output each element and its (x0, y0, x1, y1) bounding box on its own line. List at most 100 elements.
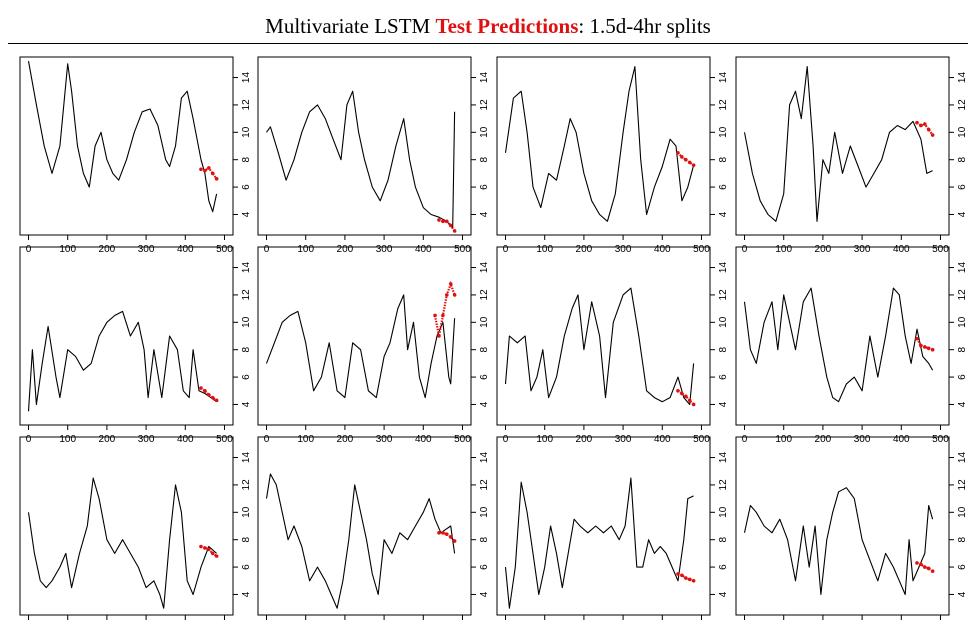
panel-4: 0 100 200 300 400 500 4 6 8 10 12 14 (735, 56, 968, 255)
prediction-point (915, 561, 919, 565)
x-tick-label: 500 (932, 434, 949, 445)
y-tick-label: 4 (241, 211, 252, 217)
y-tick-label: 4 (718, 211, 729, 217)
prediction-point (210, 171, 215, 176)
prediction-point (915, 336, 919, 341)
x-tick-label: 200 (337, 434, 354, 445)
x-tick-label: 500 (454, 244, 471, 255)
y-tick-label: 10 (718, 316, 729, 328)
panel-8: 0 100 200 300 400 500 4 6 8 10 12 14 (735, 246, 968, 445)
y-tick-label: 4 (479, 211, 490, 217)
x-tick-label: 0 (264, 434, 270, 445)
actual-series-line (27, 310, 217, 412)
prediction-point (210, 395, 215, 400)
y-tick-label: 12 (241, 289, 252, 301)
y-tick-label: 8 (241, 156, 252, 162)
x-tick-label: 300 (854, 434, 871, 445)
y-tick-label: 8 (479, 536, 490, 542)
x-tick-label: 400 (654, 434, 671, 445)
y-tick-label: 14 (957, 72, 968, 84)
x-tick-label: 100 (59, 434, 76, 445)
x-tick-label: 500 (454, 434, 471, 445)
y-tick-label: 6 (241, 184, 252, 190)
y-tick-label: 12 (718, 479, 729, 491)
y-tick-label: 14 (957, 262, 968, 274)
x-tick-label: 100 (297, 434, 314, 445)
y-tick-label: 6 (718, 184, 729, 190)
panel-frame (257, 246, 472, 426)
x-tick-label: 400 (415, 434, 432, 445)
chart-title-highlight: Test Predictions (435, 14, 579, 38)
actual-series-line (504, 66, 695, 222)
prediction-point (445, 532, 449, 537)
prediction-point (687, 577, 692, 582)
actual-series-line (265, 473, 456, 609)
y-tick-label: 12 (957, 289, 968, 301)
prediction-point (199, 167, 203, 172)
prediction-point (923, 565, 927, 569)
x-tick-label: 300 (376, 244, 393, 255)
y-tick-label: 12 (241, 479, 252, 491)
panel-9: 4 6 8 10 12 14 (19, 436, 252, 620)
panel-12: 4 6 8 10 12 14 (735, 436, 968, 620)
actual-series-line (27, 61, 218, 213)
y-tick-label: 8 (957, 536, 968, 542)
prediction-point (448, 223, 453, 228)
prediction-point (452, 293, 457, 297)
prediction-point (445, 219, 449, 224)
chart-title: Multivariate LSTM Test Predictions: 1.5d… (0, 14, 976, 39)
prediction-point (448, 282, 453, 286)
prediction-point (199, 544, 203, 549)
y-tick-label: 12 (957, 479, 968, 491)
y-tick-label: 12 (479, 99, 490, 111)
title-divider (8, 43, 968, 44)
prediction-point (915, 120, 919, 125)
y-tick-label: 6 (241, 564, 252, 570)
x-tick-label: 300 (138, 244, 155, 255)
y-tick-label: 8 (479, 346, 490, 352)
prediction-point (207, 166, 211, 170)
prediction-point (214, 177, 219, 181)
prediction-point (691, 402, 696, 407)
x-tick-label: 300 (615, 244, 632, 255)
x-tick-label: 200 (576, 434, 593, 445)
y-tick-label: 12 (718, 99, 729, 111)
x-tick-label: 200 (815, 434, 832, 445)
prediction-point (923, 122, 927, 126)
prediction-point (214, 398, 219, 403)
panel-1: 0 100 200 300 400 500 4 6 8 10 12 14 (19, 56, 252, 255)
y-tick-label: 4 (718, 401, 729, 407)
prediction-point (210, 551, 215, 556)
panel-frame (496, 436, 711, 616)
y-tick-label: 14 (718, 262, 729, 274)
y-tick-label: 14 (718, 452, 729, 464)
x-tick-label: 100 (536, 244, 553, 255)
prediction-point (207, 393, 211, 397)
prediction-series-line (439, 531, 456, 542)
y-tick-label: 14 (479, 72, 490, 84)
actual-series-line (743, 287, 934, 403)
y-tick-label: 8 (241, 346, 252, 352)
y-tick-label: 8 (241, 536, 252, 542)
y-tick-label: 8 (957, 156, 968, 162)
panel-frame (257, 56, 472, 236)
y-tick-label: 14 (957, 452, 968, 464)
y-tick-label: 10 (241, 126, 252, 138)
y-tick-label: 4 (957, 401, 968, 407)
x-tick-label: 100 (775, 244, 792, 255)
panel-3: 0 100 200 300 400 500 4 6 8 10 12 14 (496, 56, 729, 255)
panel-frame (735, 436, 950, 616)
x-tick-label: 400 (415, 244, 432, 255)
panel-frame (496, 246, 711, 426)
chart-title-suffix: : 1.5d-4hr splits (578, 14, 711, 38)
prediction-point (452, 539, 457, 543)
prediction-point (207, 547, 211, 552)
prediction-point (203, 168, 207, 173)
prediction-point (923, 345, 927, 349)
y-tick-label: 10 (957, 506, 968, 518)
y-tick-label: 6 (479, 564, 490, 570)
x-tick-label: 0 (264, 244, 270, 255)
prediction-point (926, 127, 931, 132)
prediction-point (203, 546, 207, 550)
x-tick-label: 200 (815, 244, 832, 255)
